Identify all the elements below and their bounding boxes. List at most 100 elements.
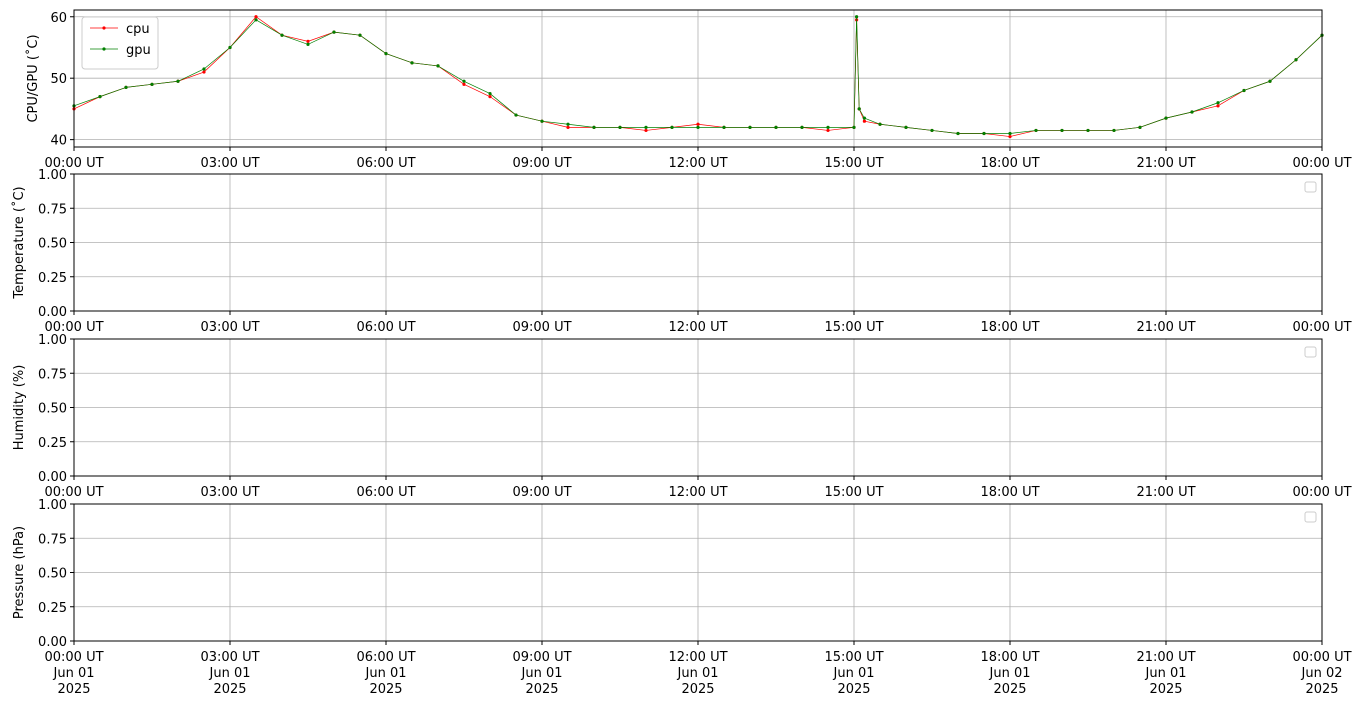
x-tick-label: 06:00 UT — [356, 156, 415, 171]
y-tick-label: 0.00 — [38, 470, 67, 485]
x-tick-label: 00:00 UT — [1292, 320, 1351, 335]
data-point — [176, 79, 180, 83]
data-point — [228, 45, 232, 50]
data-point — [930, 128, 934, 133]
x-tick-label: 09:00 UT Jun 01 2025 — [512, 650, 571, 697]
data-point — [852, 125, 856, 129]
data-point — [1086, 128, 1090, 133]
x-tick-label: 09:00 UT — [512, 320, 571, 335]
x-tick-label: 21:00 UT — [1136, 320, 1195, 335]
data-point — [462, 79, 466, 83]
data-point — [280, 33, 284, 37]
plot-frame — [73, 173, 1323, 312]
series-line — [73, 16, 1323, 134]
data-point — [1216, 101, 1220, 105]
data-point — [982, 131, 986, 136]
data-point — [358, 33, 362, 37]
x-tick-label: 12:00 UT — [668, 485, 727, 500]
data-point — [826, 125, 830, 129]
legend-marker — [102, 26, 106, 30]
y-tick-label: 0.75 — [38, 532, 67, 547]
x-tick-label: 00:00 UT — [1292, 485, 1351, 500]
data-point — [878, 122, 882, 126]
data-point — [618, 125, 622, 129]
data-point — [862, 119, 867, 123]
y-tick-label: 0.25 — [38, 436, 67, 451]
y-axis-label: CPU/GPU (˚C) — [25, 34, 41, 122]
y-tick-label: 0.50 — [38, 402, 67, 417]
x-tick-label: 06:00 UT — [356, 320, 415, 335]
plot-frame — [73, 9, 1323, 148]
x-tick-label: 00:00 UT Jun 02 2025 — [1292, 650, 1351, 697]
data-point — [410, 61, 414, 65]
y-axis-label: Pressure (hPa) — [12, 526, 27, 619]
legend-box — [1304, 181, 1317, 193]
data-point — [1138, 125, 1142, 129]
x-tick-label: 15:00 UT — [824, 485, 883, 500]
x-tick-label: 18:00 UT Jun 01 2025 — [980, 650, 1039, 697]
data-point — [254, 18, 258, 22]
y-tick-label: 0.50 — [38, 237, 67, 252]
data-point — [306, 39, 310, 43]
data-point — [514, 113, 518, 117]
x-tick-label: 03:00 UT — [200, 320, 259, 335]
data-point — [332, 30, 336, 34]
data-point — [1112, 128, 1116, 133]
x-tick-label: 03:00 UT — [200, 485, 259, 500]
data-point — [1060, 128, 1064, 133]
x-tick-label: 03:00 UT — [200, 156, 259, 171]
x-tick-label: 15:00 UT — [824, 156, 883, 171]
x-tick-label: 09:00 UT — [512, 156, 571, 171]
x-tick-label: 12:00 UT — [668, 320, 727, 335]
data-point — [862, 116, 867, 120]
legend-marker — [102, 47, 106, 51]
x-tick-label: 06:00 UT Jun 01 2025 — [356, 650, 415, 697]
data-point — [1242, 88, 1246, 93]
plot-frame — [73, 338, 1323, 477]
y-tick-label: 0.25 — [38, 271, 67, 286]
data-point — [566, 122, 570, 126]
data-point — [904, 125, 908, 129]
data-point — [1216, 104, 1220, 108]
data-point — [488, 91, 492, 96]
data-point — [306, 42, 310, 47]
data-point — [436, 64, 440, 68]
data-point — [124, 85, 128, 90]
data-point — [774, 125, 778, 129]
x-tick-label: 00:00 UT — [44, 485, 103, 500]
data-point — [800, 125, 804, 129]
y-tick-label: 1.00 — [38, 168, 67, 183]
data-point — [540, 119, 544, 123]
y-tick-label: 1.00 — [38, 498, 67, 513]
legend-label: cpu — [126, 22, 150, 37]
data-point — [488, 95, 492, 99]
x-tick-label: 21:00 UT — [1136, 485, 1195, 500]
x-tick-label: 00:00 UT — [44, 156, 103, 171]
data-point — [254, 15, 258, 19]
data-point — [1034, 128, 1038, 133]
data-point — [857, 107, 861, 111]
x-tick-label: 12:00 UT — [668, 156, 727, 171]
data-point — [722, 125, 726, 129]
y-tick-label: 40 — [50, 134, 67, 149]
data-point — [1268, 79, 1272, 83]
x-tick-label: 00:00 UT Jun 01 2025 — [44, 650, 103, 697]
data-point — [644, 128, 648, 133]
y-tick-label: 0.00 — [38, 305, 67, 320]
plot-frame — [73, 503, 1323, 642]
x-tick-label: 21:00 UT — [1136, 156, 1195, 171]
y-tick-label: 1.00 — [38, 333, 67, 348]
legend-box — [1304, 511, 1317, 523]
data-point — [1294, 58, 1298, 62]
y-tick-label: 60 — [50, 11, 67, 26]
data-point — [462, 82, 466, 86]
x-tick-label: 18:00 UT — [980, 485, 1039, 500]
x-tick-label: 09:00 UT — [512, 485, 571, 500]
y-tick-label: 0.75 — [38, 202, 67, 217]
x-tick-label: 18:00 UT — [980, 156, 1039, 171]
data-point — [202, 70, 206, 74]
x-tick-label: 15:00 UT Jun 01 2025 — [824, 650, 883, 697]
legend-box — [81, 16, 159, 70]
x-tick-label: 06:00 UT — [356, 485, 415, 500]
